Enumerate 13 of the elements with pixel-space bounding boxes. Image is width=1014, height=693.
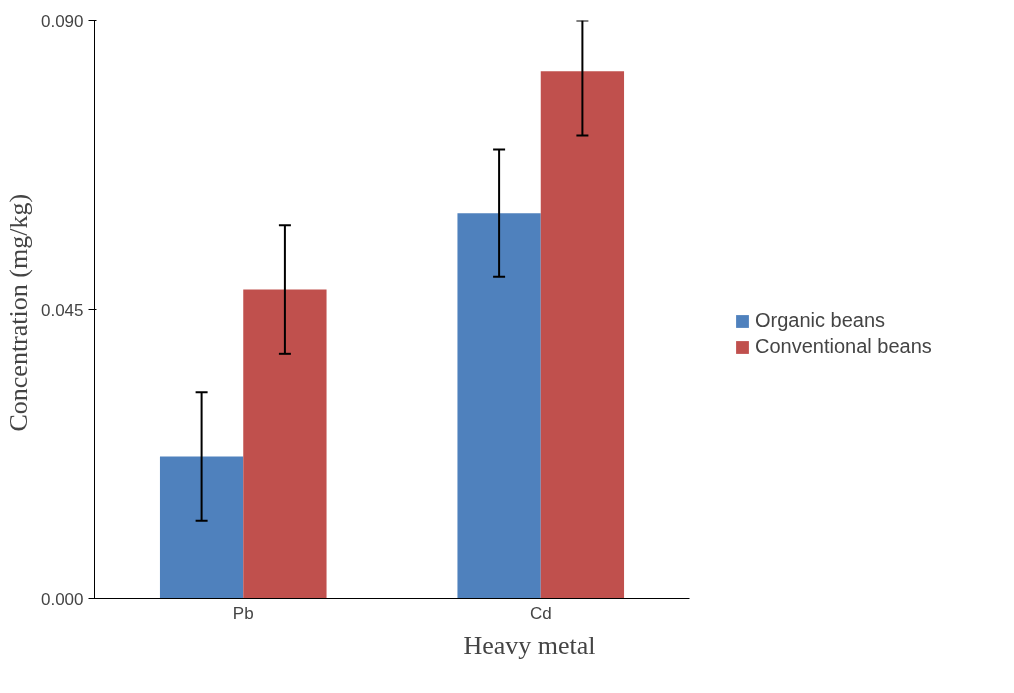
bar — [159, 456, 244, 599]
bar — [243, 289, 327, 599]
y-tick-label: 0.090 — [40, 11, 84, 31]
bar — [457, 213, 541, 599]
bar — [540, 71, 625, 599]
y-tick-label: 0.045 — [40, 300, 84, 320]
legend-label: Organic beans — [755, 309, 886, 332]
x-axis-title: Heavy metal — [463, 630, 596, 660]
legend-label: Conventional beans — [755, 335, 932, 358]
y-tick-label: 0.000 — [40, 589, 84, 609]
y-axis-title: Concentration (mg/kg) — [3, 193, 33, 432]
x-tick-label: Cd — [529, 603, 552, 623]
x-tick-label: Pb — [232, 603, 254, 623]
